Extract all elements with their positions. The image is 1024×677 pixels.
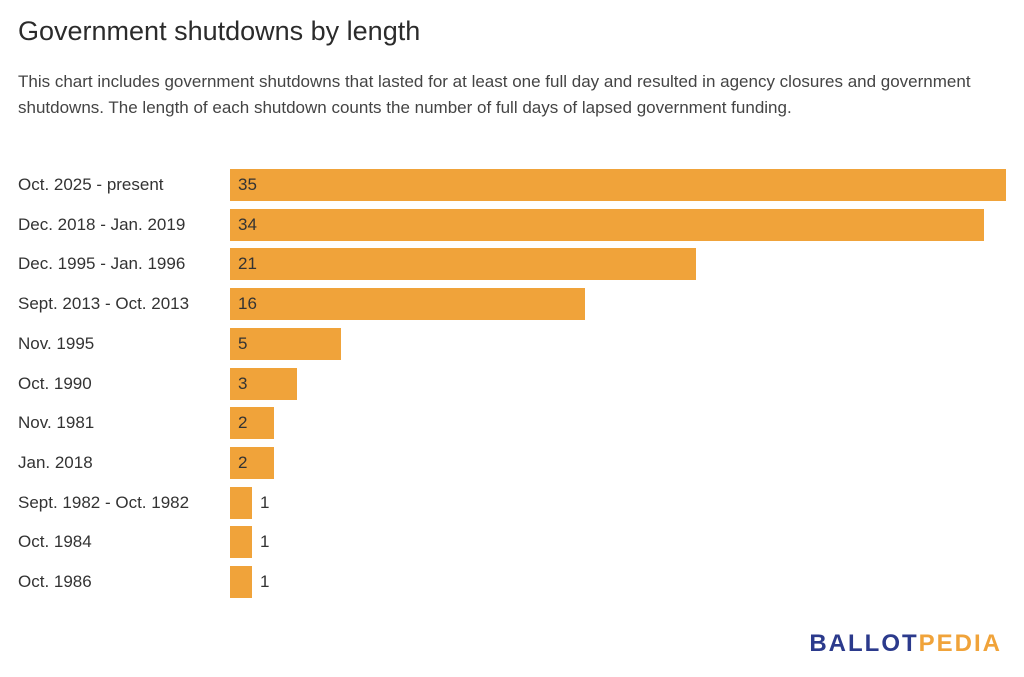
bar-row: Nov. 1995 5 — [0, 327, 1024, 361]
data-label: 5 — [238, 333, 248, 353]
bar — [230, 367, 297, 400]
bar-row: Oct. 1986 1 — [0, 565, 1024, 599]
bar — [230, 327, 341, 360]
data-label: 34 — [238, 214, 257, 234]
category-label: Oct. 2025 - present — [18, 175, 164, 194]
chart-title: Government shutdowns by length — [18, 16, 421, 46]
category-label: Oct. 1984 — [18, 532, 92, 552]
category-label: Oct. 1990 — [18, 373, 92, 393]
chart-subtitle: This chart includes government shutdowns… — [18, 72, 971, 117]
data-label: 21 — [238, 254, 257, 274]
category-label: Dec. 2018 - Jan. 2019 — [18, 214, 186, 234]
data-label: 2 — [238, 413, 248, 433]
bar-row: Oct. 1990 3 — [0, 367, 1024, 401]
data-label: 1 — [260, 532, 270, 552]
ballotpedia-logo: BALLOTPEDIA — [809, 630, 1002, 658]
bar — [230, 407, 274, 440]
bar-row: Nov. 1981 2 — [0, 406, 1024, 440]
data-label: 2 — [238, 452, 248, 472]
category-label: Nov. 1981 — [18, 413, 95, 433]
bar — [230, 288, 585, 321]
bar-row: Sept. 1982 - Oct. 1982 1 — [0, 486, 1024, 520]
bar — [230, 248, 696, 281]
bar — [230, 208, 984, 241]
data-label: 16 — [238, 294, 257, 314]
logo-part-ballot: BALLOT — [809, 630, 919, 657]
bar — [230, 446, 274, 479]
category-label: Oct. 1986 — [18, 572, 92, 591]
data-label: 1 — [260, 572, 270, 591]
logo-part-pedia: PEDIA — [918, 630, 1002, 657]
bar — [230, 169, 1006, 201]
data-label: 3 — [238, 373, 248, 393]
bar-row: Oct. 1984 1 — [0, 525, 1024, 559]
data-label: 1 — [260, 492, 270, 512]
bar-row: Dec. 1995 - Jan. 1996 21 — [0, 247, 1024, 281]
category-label: Nov. 1995 — [18, 333, 95, 353]
bar-row: Sept. 2013 - Oct. 2013 16 — [0, 287, 1024, 321]
bar — [230, 486, 252, 519]
bar — [230, 566, 252, 598]
data-label: 35 — [238, 175, 257, 194]
bar-row: Dec. 2018 - Jan. 2019 34 — [0, 208, 1024, 242]
bar-row: Oct. 2025 - present 35 — [0, 168, 1024, 202]
category-label: Jan. 2018 — [18, 452, 93, 472]
category-label: Sept. 1982 - Oct. 1982 — [18, 492, 190, 512]
category-label: Sept. 2013 - Oct. 2013 — [18, 294, 190, 314]
bar-row: Jan. 2018 2 — [0, 446, 1024, 480]
bar — [230, 526, 252, 559]
category-label: Dec. 1995 - Jan. 1996 — [18, 254, 186, 274]
